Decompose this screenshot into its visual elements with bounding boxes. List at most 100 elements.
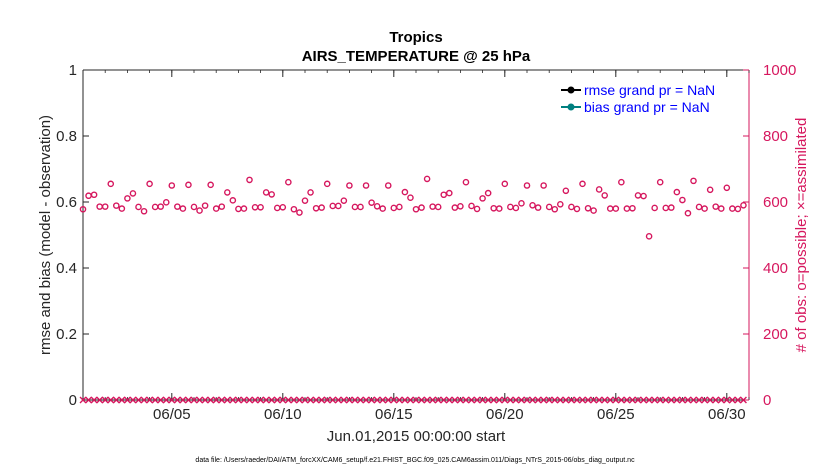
obs-possible-point (185, 181, 192, 189)
obs-assimilated-point (712, 396, 720, 404)
obs-possible-point (118, 205, 126, 212)
obs-assimilated-point (384, 396, 392, 404)
obs-assimilated-point (257, 396, 265, 404)
obs-assimilated-point (207, 396, 215, 404)
y-left-tick-label: 0 (69, 392, 77, 409)
obs-assimilated-point (462, 396, 470, 404)
obs-assimilated-point (85, 396, 93, 404)
obs-possible-point (479, 195, 486, 202)
y-left-tick-label: 0.8 (56, 128, 77, 145)
obs-possible-point (90, 191, 98, 199)
legend-label: bias grand pr = NaN (584, 99, 710, 115)
obs-assimilated-point (601, 396, 609, 404)
obs-assimilated-point (140, 396, 148, 404)
obs-possible-point (668, 204, 675, 211)
obs-possible-point (135, 203, 142, 211)
obs-possible-point (124, 195, 131, 202)
x-tick-label: 06/30 (708, 406, 746, 423)
obs-assimilated-point (529, 396, 537, 404)
obs-possible-point (534, 204, 542, 211)
obs-assimilated-point (612, 396, 620, 404)
obs-possible-point (334, 202, 342, 210)
obs-possible-point (207, 181, 214, 189)
obs-assimilated-point (340, 396, 348, 404)
obs-assimilated-point (662, 396, 670, 404)
footnote: data file: /Users/raeder/DAI/ATM_forcXX/… (195, 457, 635, 464)
obs-possible-point (340, 197, 348, 204)
obs-possible-point (174, 203, 181, 210)
obs-possible-point (162, 199, 170, 206)
obs-assimilated-point (212, 396, 220, 404)
obs-possible-point (473, 205, 481, 213)
obs-assimilated-point (645, 396, 653, 404)
obs-possible-point (695, 203, 703, 211)
chart-subtitle: AIRS_TEMPERATURE @ 25 hPa (302, 48, 531, 65)
obs-assimilated-point (473, 396, 481, 404)
obs-possible-point (712, 203, 720, 210)
obs-possible-point (257, 203, 264, 211)
plot-marks (79, 175, 747, 404)
obs-assimilated-point (323, 396, 331, 404)
obs-assimilated-point (567, 396, 575, 404)
obs-possible-point (545, 203, 553, 211)
obs-assimilated-point (373, 396, 381, 404)
obs-possible-point (212, 205, 220, 212)
obs-assimilated-point (146, 396, 154, 404)
obs-possible-point (468, 202, 475, 210)
obs-assimilated-point (717, 396, 725, 404)
obs-assimilated-point (368, 396, 376, 404)
obs-assimilated-point (551, 396, 559, 404)
obs-assimilated-point (279, 396, 287, 404)
obs-assimilated-point (506, 396, 514, 404)
obs-possible-point (362, 182, 370, 189)
y-left-axis-label: rmse and bias (model - observation) (37, 115, 54, 355)
obs-assimilated-point (273, 396, 281, 404)
obs-assimilated-point (201, 396, 209, 404)
obs-possible-point (396, 203, 403, 211)
obs-assimilated-point (251, 396, 259, 404)
obs-possible-point (640, 192, 647, 200)
obs-possible-point (440, 191, 448, 199)
x-tick-label: 06/10 (264, 406, 302, 423)
obs-assimilated-point (673, 396, 681, 404)
obs-possible-point (262, 189, 270, 196)
obs-possible-point (140, 207, 148, 215)
obs-possible-point (595, 186, 603, 193)
obs-possible-point (701, 205, 708, 212)
obs-assimilated-point (357, 396, 364, 404)
obs-possible-point (557, 201, 564, 208)
obs-possible-point (412, 205, 420, 213)
obs-assimilated-point (135, 396, 142, 404)
obs-assimilated-point (223, 396, 231, 404)
obs-assimilated-point (440, 396, 448, 404)
obs-possible-point (307, 189, 314, 196)
y-left-tick-label: 0.2 (56, 326, 77, 343)
obs-assimilated-point (734, 396, 742, 404)
plot-area (83, 70, 749, 400)
obs-possible-point (445, 189, 453, 197)
obs-assimilated-point (495, 396, 503, 404)
obs-possible-point (373, 202, 381, 210)
obs-assimilated-point (623, 396, 631, 404)
obs-assimilated-point (451, 396, 459, 404)
obs-assimilated-point (329, 396, 337, 404)
obs-assimilated-point (423, 396, 431, 404)
obs-assimilated-point (401, 396, 409, 404)
obs-possible-point (717, 205, 725, 212)
legend-marker (567, 86, 575, 94)
x-tick-label: 06/15 (375, 406, 413, 423)
obs-possible-point (79, 205, 87, 213)
obs-assimilated-point (123, 396, 131, 404)
obs-possible-point (656, 178, 664, 186)
obs-assimilated-point (651, 396, 659, 404)
obs-assimilated-point (728, 396, 736, 404)
obs-assimilated-point (129, 396, 137, 404)
obs-possible-point (423, 175, 431, 183)
legend-box (551, 78, 747, 118)
obs-possible-point (146, 180, 153, 188)
obs-assimilated-point (490, 396, 498, 404)
obs-assimilated-point (218, 396, 226, 404)
obs-possible-point (690, 177, 697, 185)
x-tick-label: 06/05 (153, 406, 191, 423)
